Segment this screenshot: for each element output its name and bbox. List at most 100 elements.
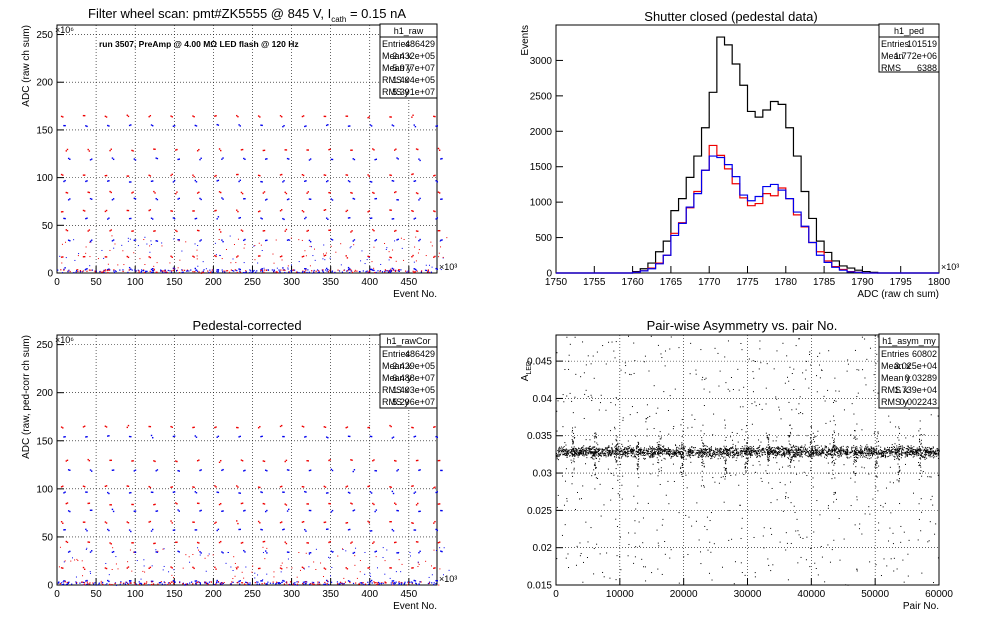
data-point (580, 453, 582, 455)
data-point (391, 490, 394, 493)
data-point (148, 521, 150, 523)
data-point (792, 450, 794, 452)
data-point (842, 451, 844, 453)
data-point (647, 449, 649, 451)
x-tick-label: 30000 (734, 589, 762, 600)
data-point (407, 584, 409, 586)
data-point (433, 175, 435, 177)
data-point (81, 271, 83, 273)
data-point (847, 450, 849, 452)
data-point (804, 447, 806, 449)
data-point (890, 450, 892, 452)
data-point (331, 199, 334, 201)
data-point (682, 448, 684, 450)
data-point (114, 243, 116, 245)
data-point (329, 557, 331, 559)
data-point (867, 446, 869, 448)
data-point (366, 259, 368, 261)
data-point (112, 547, 114, 549)
data-point (79, 271, 81, 273)
data-point (817, 451, 819, 453)
data-point (782, 448, 784, 450)
data-point (784, 454, 786, 456)
data-point (127, 561, 129, 563)
data-point (671, 453, 673, 455)
data-point (272, 582, 274, 585)
data-point (781, 456, 783, 458)
data-point (819, 452, 821, 454)
data-point (195, 269, 197, 271)
data-point (560, 446, 562, 448)
data-point (249, 582, 251, 584)
data-point (162, 271, 164, 273)
data-point (239, 528, 241, 531)
stats-label: RMS y (382, 397, 410, 407)
data-point (262, 269, 264, 271)
data-point (675, 454, 677, 456)
data-point (896, 448, 898, 450)
data-point (325, 252, 327, 254)
data-point (568, 449, 570, 451)
data-point (110, 191, 112, 194)
data-point (630, 451, 632, 453)
data-point (882, 451, 884, 453)
data-point (324, 583, 326, 585)
data-point (720, 451, 722, 453)
data-point (853, 447, 855, 449)
data-point (143, 583, 145, 586)
data-point (171, 486, 173, 488)
data-point (375, 158, 378, 160)
data-point (437, 541, 440, 544)
data-point (874, 453, 876, 455)
data-point (148, 209, 150, 212)
data-point (155, 470, 157, 472)
x-tick-label: 400 (361, 277, 378, 288)
data-point (745, 447, 747, 449)
data-point (438, 192, 441, 194)
data-point (880, 452, 882, 454)
data-point (818, 453, 820, 455)
data-point (392, 268, 395, 270)
data-point (708, 452, 710, 454)
data-point (923, 449, 925, 451)
data-point (670, 457, 672, 459)
data-point (166, 271, 168, 274)
data-point (413, 492, 415, 494)
data-point (347, 491, 350, 494)
data-point (821, 453, 823, 455)
data-point (583, 448, 585, 450)
data-point (199, 583, 201, 585)
data-point (642, 451, 644, 453)
data-point (62, 485, 64, 487)
data-point (861, 451, 863, 453)
data-point (414, 271, 416, 273)
data-point (928, 450, 930, 452)
data-point (97, 258, 99, 260)
data-point (398, 551, 400, 553)
data-point (578, 454, 580, 456)
data-point (414, 529, 417, 531)
data-point (605, 448, 607, 450)
data-point (304, 125, 306, 128)
x-tick-label: 200 (205, 589, 222, 600)
data-point (251, 571, 253, 573)
data-point (281, 521, 283, 523)
data-point (433, 115, 435, 118)
data-point (261, 580, 263, 582)
data-point (746, 449, 748, 451)
data-point (258, 583, 261, 585)
data-point (94, 582, 96, 584)
y-tick-label: 200 (36, 78, 53, 89)
data-point (716, 451, 718, 453)
data-point (755, 451, 757, 453)
data-point (262, 546, 264, 548)
data-point (437, 191, 440, 193)
data-point (433, 584, 435, 586)
y-tick-label: 200 (36, 388, 53, 399)
data-point (266, 552, 268, 554)
data-point (916, 455, 918, 457)
data-point (89, 265, 91, 267)
data-point (721, 451, 723, 453)
data-point (687, 455, 689, 457)
